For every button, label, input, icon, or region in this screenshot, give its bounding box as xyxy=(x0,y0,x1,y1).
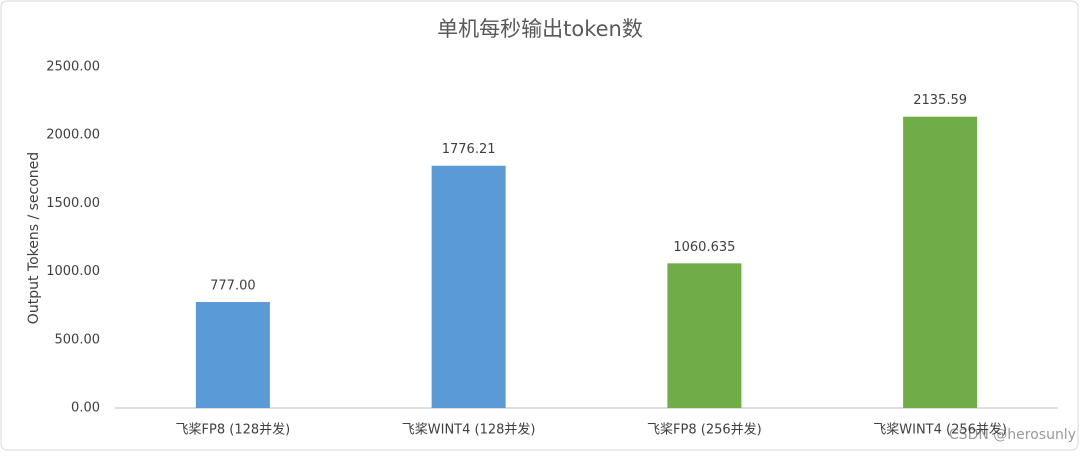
data-label: 1060.635 xyxy=(673,240,735,255)
bar xyxy=(667,263,742,408)
y-axis-label: Output Tokens / seconed xyxy=(26,152,42,324)
x-tick-label: 飞桨WINT4 (256并发) xyxy=(873,422,1007,438)
y-tick-label: 0.00 xyxy=(71,401,100,416)
data-label: 777.00 xyxy=(210,279,256,294)
bar xyxy=(431,165,506,408)
y-tick-label: 2500.00 xyxy=(46,60,100,75)
x-tick-label: 飞桨FP8 (256并发) xyxy=(647,422,762,438)
y-tick-label: 1000.00 xyxy=(46,264,100,279)
data-label: 2135.59 xyxy=(913,93,967,108)
y-tick-label: 500.00 xyxy=(55,332,101,347)
y-tick-label: 1500.00 xyxy=(46,196,100,211)
x-tick-label: 飞桨WINT4 (128并发) xyxy=(402,422,536,438)
chart-title: 单机每秒输出token数 xyxy=(437,17,643,41)
watermark: CSDN @herosunly xyxy=(949,427,1076,443)
bar xyxy=(195,302,270,408)
bar xyxy=(903,116,978,409)
y-tick-label: 2000.00 xyxy=(46,128,100,143)
x-tick-label: 飞桨FP8 (128并发) xyxy=(176,422,291,438)
data-label: 1776.21 xyxy=(442,142,496,157)
